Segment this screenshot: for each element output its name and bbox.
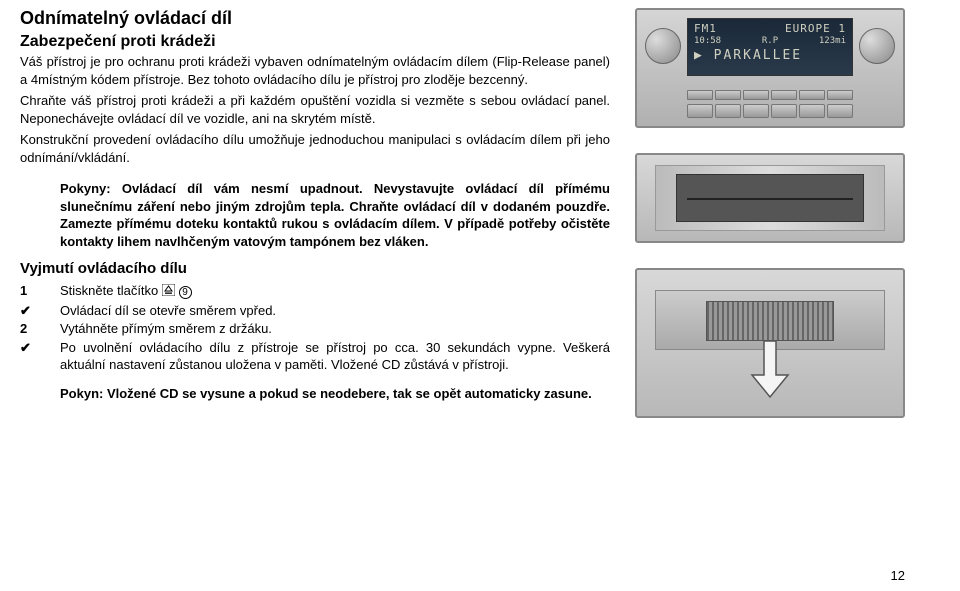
check-1: ✔ (20, 302, 60, 320)
heading-removal: Vyjmutí ovládacího dílu (20, 260, 610, 277)
check-2: ✔ (20, 339, 60, 374)
main-text-column: Odnímatelný ovládací díl Zabezpečení pro… (20, 8, 610, 403)
step-2-result: ✔ Po uvolnění ovládacího dílu z přístroj… (20, 339, 610, 374)
preset-button (827, 104, 853, 118)
panel-grille (706, 301, 834, 341)
paragraph-2: Chraňte váš přístroj proti krádeži a při… (20, 92, 610, 127)
instruction-block-1: Pokyny: Ovládací díl vám nesmí upadnout.… (20, 180, 610, 250)
step-1-result-text: Ovládací díl se otevře směrem vpřed. (60, 302, 610, 320)
slot-opening (676, 174, 864, 222)
step-2: 2 Vytáhněte přímým směrem z držáku. (20, 320, 610, 338)
preset-button (687, 104, 713, 118)
device-images-column: FM1 EUROPE 1 10:58 R.P 123mi ▶ PARKALLEE (635, 8, 905, 443)
cd-slot-line (687, 198, 853, 200)
instruction-text-2: Pokyn: Vložené CD se vysune a pokud se n… (60, 385, 610, 403)
display-line-2: 10:58 R.P 123mi (694, 36, 846, 46)
radio-display: FM1 EUROPE 1 10:58 R.P 123mi ▶ PARKALLEE (687, 18, 853, 76)
display-mid: R.P (762, 36, 778, 46)
small-button (799, 90, 825, 100)
small-button (743, 90, 769, 100)
display-band: FM1 (694, 22, 717, 35)
heading-main: Odnímatelný ovládací díl (20, 8, 610, 29)
radio-front-image: FM1 EUROPE 1 10:58 R.P 123mi ▶ PARKALLEE (635, 8, 905, 128)
step-1-result: ✔ Ovládací díl se otevře směrem vpřed. (20, 302, 610, 320)
preset-button (743, 104, 769, 118)
empty-slot-image (635, 153, 905, 243)
step-2-result-text: Po uvolnění ovládacího dílu z přístroje … (60, 339, 610, 374)
display-line-1: FM1 EUROPE 1 (694, 22, 846, 35)
display-station: EUROPE 1 (785, 22, 846, 35)
paragraph-1: Váš přístroj je pro ochranu proti krádež… (20, 53, 610, 88)
preset-button (799, 104, 825, 118)
heading-security: Zabezpečení proti krádeži (20, 33, 610, 51)
paragraph-3: Konstrukční provedení ovládacího dílu um… (20, 131, 610, 166)
preset-row-1 (687, 90, 853, 100)
instruction-block-2: Pokyn: Vložené CD se vysune a pokud se n… (20, 385, 610, 403)
step-2-marker: 2 (20, 320, 60, 338)
eject-panel-image (635, 268, 905, 418)
page-number: 12 (891, 568, 905, 583)
slot-bevel (655, 165, 885, 231)
step-1: 1 Stiskněte tlačítko 9 (20, 282, 610, 300)
eject-icon (162, 283, 175, 301)
step-2-text: Vytáhněte přímým směrem z držáku. (60, 320, 610, 338)
preset-row-2 (687, 104, 853, 118)
small-button (715, 90, 741, 100)
tuning-knob (859, 28, 895, 64)
small-button (827, 90, 853, 100)
display-time: 10:58 (694, 36, 721, 46)
preset-button (715, 104, 741, 118)
down-arrow-icon (748, 339, 792, 404)
display-line-3: ▶ PARKALLEE (694, 48, 846, 63)
small-button (687, 90, 713, 100)
preset-button (771, 104, 797, 118)
instruction-text-1: Pokyny: Ovládací díl vám nesmí upadnout.… (60, 180, 610, 250)
display-distance: 123mi (819, 36, 846, 46)
step-1-label: Stiskněte tlačítko (60, 283, 158, 298)
step-1-text: Stiskněte tlačítko 9 (60, 282, 610, 300)
volume-knob (645, 28, 681, 64)
small-button (771, 90, 797, 100)
step-1-marker: 1 (20, 282, 60, 300)
display-destination: PARKALLEE (714, 48, 802, 63)
button-number-9: 9 (179, 286, 192, 299)
